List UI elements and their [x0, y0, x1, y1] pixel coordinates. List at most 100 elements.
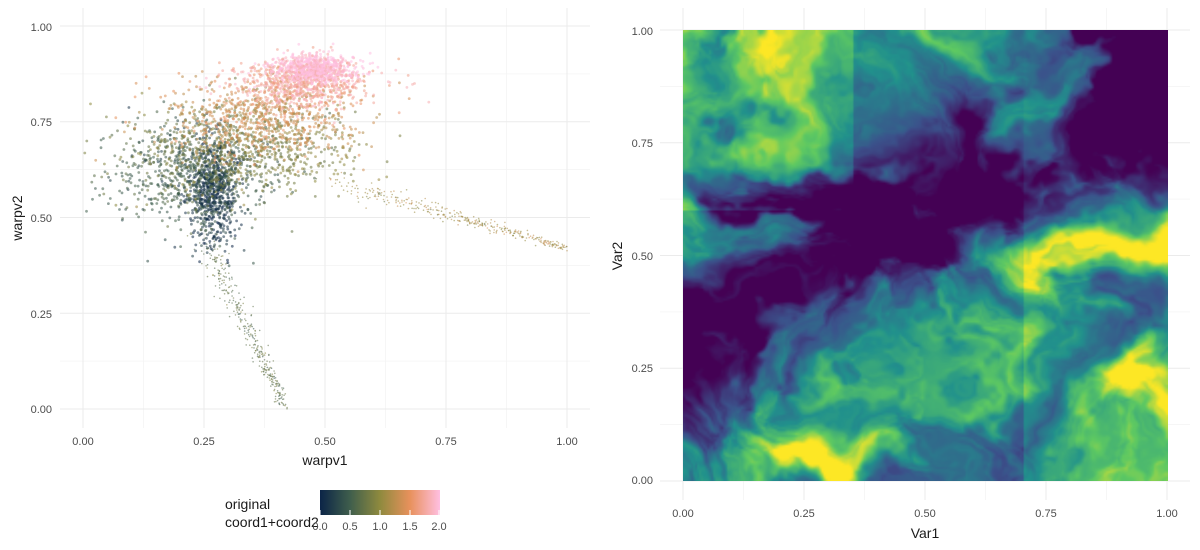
scatter-point [213, 119, 217, 123]
scatter-point [474, 226, 476, 229]
scatter-point [474, 221, 477, 223]
scatter-point [254, 340, 257, 343]
scatter-point [283, 113, 287, 117]
scatter-point [272, 188, 276, 192]
scatter-point [227, 264, 231, 268]
scatter-point [276, 166, 280, 170]
scatter-point [233, 76, 237, 80]
scatter-point [493, 231, 495, 234]
scatter-point [222, 181, 226, 185]
scatter-point [260, 345, 262, 348]
scatter-point [259, 73, 262, 76]
scatter-point [305, 99, 309, 103]
scatter-point [251, 80, 255, 83]
scatter-point [256, 348, 258, 351]
scatter-point [289, 149, 293, 152]
scatter-point [351, 86, 355, 90]
scatter-point [145, 171, 149, 175]
scatter-point [166, 132, 170, 135]
scatter-point [456, 211, 458, 214]
heatmap-y-tick: 0.50 [632, 251, 653, 263]
scatter-point [269, 71, 273, 75]
scatter-point [167, 193, 170, 197]
scatter-point [365, 143, 368, 146]
scatter-point [334, 76, 338, 80]
scatter-point [249, 344, 251, 347]
scatter-point [174, 158, 177, 161]
scatter-point [457, 224, 459, 226]
scatter-point [380, 194, 382, 196]
scatter-point [100, 175, 104, 179]
scatter-point [377, 195, 380, 197]
scatter-point [290, 93, 294, 97]
scatter-point [313, 195, 317, 198]
scatter-point [207, 224, 211, 228]
scatter-point [218, 198, 222, 202]
scatter-point [331, 48, 334, 52]
scatter-point [230, 244, 234, 248]
scatter-point [283, 73, 286, 77]
scatter-point [327, 143, 330, 147]
scatter-point [233, 234, 237, 238]
scatter-point [345, 68, 348, 72]
scatter-point [186, 169, 190, 173]
scatter-point [271, 81, 274, 84]
scatter-point [331, 161, 335, 165]
scatter-point [235, 285, 238, 287]
scatter-panel: 0.00 0.25 0.50 0.75 1.00 0.00 0.25 0.50 … [9, 8, 590, 533]
scatter-point [210, 227, 214, 231]
scatter-point [223, 133, 227, 137]
scatter-point [240, 209, 244, 213]
scatter-point [175, 195, 179, 199]
scatter-point [221, 289, 223, 292]
scatter-point [238, 126, 241, 129]
scatter-point [159, 157, 163, 161]
scatter-point [346, 190, 349, 193]
scatter-point [331, 185, 333, 188]
scatter-point [245, 327, 248, 329]
scatter-point [377, 178, 381, 182]
scatter-point [288, 106, 292, 110]
scatter-point [223, 127, 227, 131]
scatter-point [206, 200, 210, 204]
scatter-point [363, 84, 367, 88]
scatter-point [252, 65, 256, 68]
scatter-point [474, 219, 477, 222]
scatter-x-tick: 0.00 [72, 436, 93, 448]
scatter-point [213, 295, 215, 298]
scatter-point [237, 143, 240, 147]
scatter-point [209, 92, 213, 96]
scatter-point [281, 396, 283, 398]
scatter-point [177, 218, 181, 222]
scatter-point [218, 269, 221, 272]
scatter-point [108, 197, 112, 200]
scatter-point [342, 64, 346, 68]
scatter-point [557, 247, 560, 250]
scatter-point [188, 80, 192, 83]
scatter-point [415, 204, 417, 207]
scatter-point [276, 399, 279, 402]
scatter-point [262, 117, 266, 121]
scatter-point [273, 173, 277, 177]
scatter-point [269, 119, 273, 122]
scatter-point [293, 173, 297, 176]
scatter-point [408, 202, 411, 205]
scatter-point [337, 87, 340, 91]
scatter-point [190, 105, 194, 109]
scatter-point [238, 161, 242, 165]
scatter-point [202, 116, 206, 119]
scatter-point [173, 137, 176, 141]
scatter-point [242, 203, 246, 207]
scatter-point [234, 301, 237, 303]
scatter-point [209, 189, 213, 193]
scatter-point [372, 93, 376, 97]
scatter-point [228, 83, 231, 86]
heatmap-y-tick: 1.00 [632, 26, 653, 38]
scatter-point [315, 171, 319, 174]
scatter-point [233, 82, 237, 86]
scatter-point [327, 50, 331, 53]
scatter-point [320, 100, 324, 104]
scatter-point [102, 192, 106, 196]
scatter-point [281, 387, 283, 389]
scatter-point [342, 146, 345, 150]
